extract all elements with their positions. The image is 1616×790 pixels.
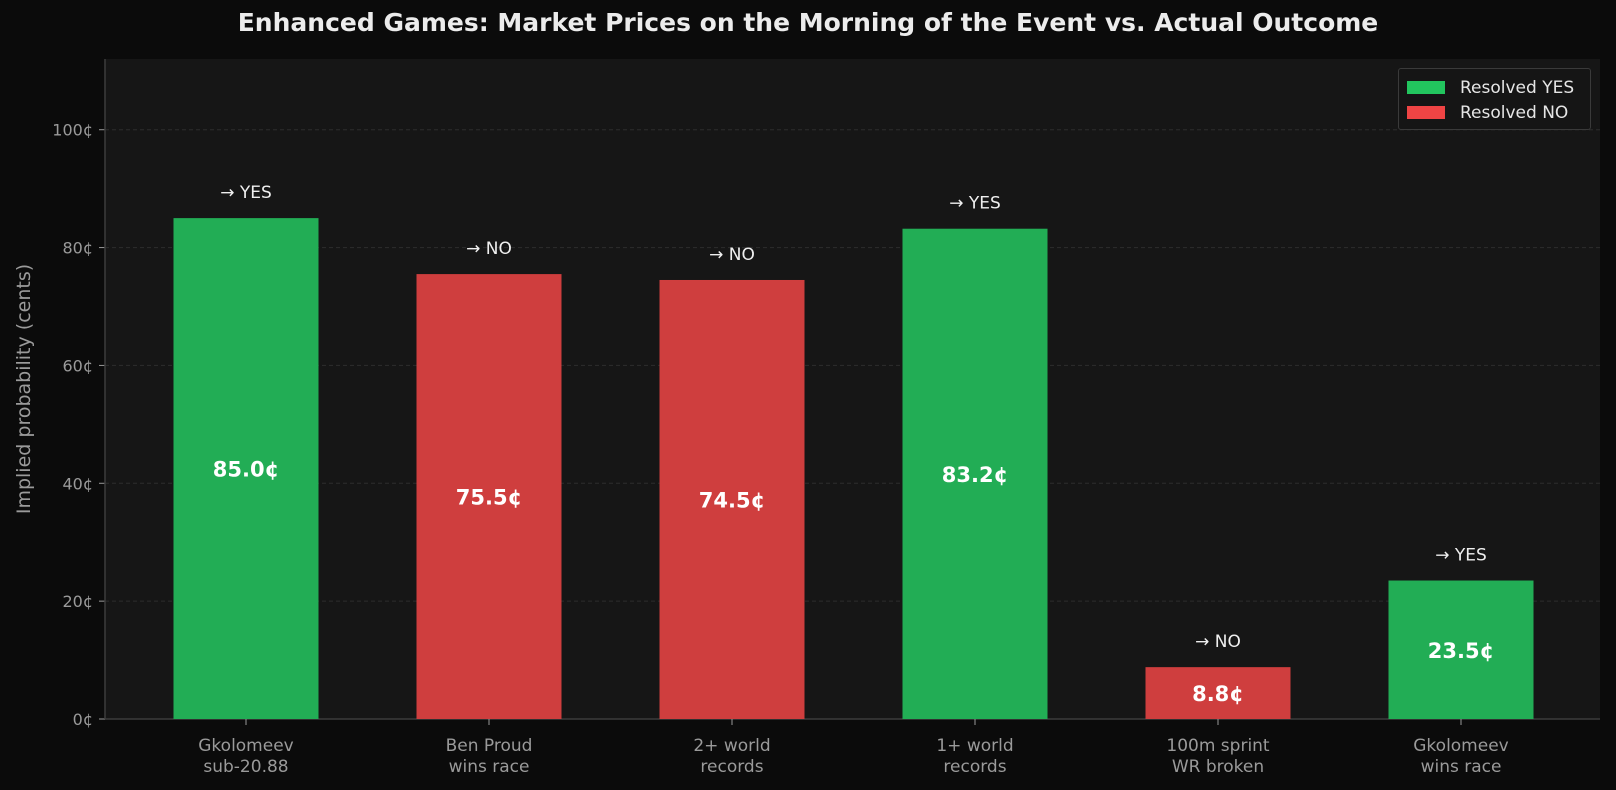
x-tick-label: Gkolomeev [198,736,293,756]
bar [659,279,805,719]
bar-value-label: 85.0¢ [213,458,279,482]
x-tick-label: Gkolomeev [1413,736,1508,756]
outcome-annotation: → YES [949,194,1001,214]
bar [416,274,562,719]
x-tick-label: 100m sprint [1166,736,1270,756]
y-tick-label: 60¢ [62,356,93,375]
x-tick-label: records [943,757,1006,777]
bar-value-label: 23.5¢ [1428,639,1494,663]
y-axis-label: Implied probability (cents) [13,264,35,514]
outcome-annotation: → YES [220,183,272,203]
bar [902,228,1048,719]
bar [1145,667,1291,719]
outcome-annotation: → NO [466,239,512,259]
bar [173,218,319,719]
x-tick-label: Ben Proud [446,736,533,756]
y-tick-label: 20¢ [62,592,93,611]
x-tick-label: WR broken [1172,757,1264,777]
outcome-annotation: → NO [709,245,755,265]
legend-swatch-yes [1407,81,1445,94]
x-tick-label: 1+ world [936,736,1013,756]
legend: Resolved YES Resolved NO [1398,68,1591,130]
legend-label-yes: Resolved YES [1460,77,1575,98]
y-tick-label: 100¢ [52,121,93,140]
legend-swatch-no [1407,106,1445,119]
x-tick-label: sub-20.88 [203,757,288,777]
bar-value-label: 74.5¢ [699,488,765,512]
y-tick-label: 0¢ [73,710,93,729]
bar-value-label: 8.8¢ [1192,682,1244,706]
outcome-annotation: → NO [1195,632,1241,652]
bar [1388,580,1534,719]
outcome-annotation: → YES [1435,546,1487,566]
y-tick-label: 80¢ [62,239,93,258]
bar-value-label: 83.2¢ [942,463,1008,487]
x-tick-label: wins race [449,757,530,777]
bar-value-label: 75.5¢ [456,486,522,510]
chart-title: Enhanced Games: Market Prices on the Mor… [237,8,1379,37]
x-tick-label: records [700,757,763,777]
x-tick-label: 2+ world [693,736,770,756]
legend-label-no: Resolved NO [1460,102,1569,123]
legend-item-yes: Resolved YES [1407,75,1582,100]
x-tick-label: wins race [1421,757,1502,777]
plot-area [105,59,1600,719]
y-tick-label: 40¢ [62,474,93,493]
legend-item-no: Resolved NO [1407,100,1582,125]
